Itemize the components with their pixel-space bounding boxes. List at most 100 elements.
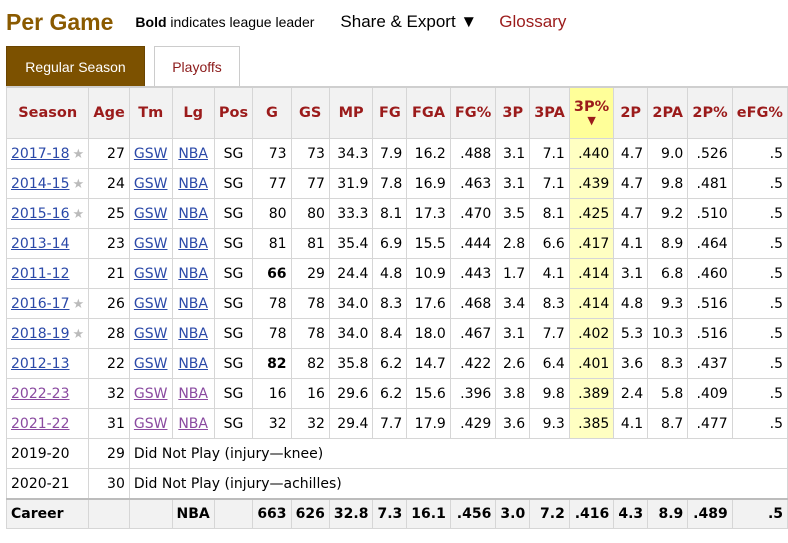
legend-bold-word: Bold — [135, 14, 167, 30]
team-link[interactable]: GSW — [133, 385, 168, 402]
dnp-note: Did Not Play (injury—knee) — [128, 438, 788, 469]
per-game-table-container: Season Age Tm Lg Pos G GS MP FG FGA FG% 3P 3PA 3P% ▼ 2P… — [6, 86, 788, 529]
season-link[interactable]: 2012-13 — [11, 355, 70, 372]
glossary-link[interactable]: Glossary — [499, 12, 567, 31]
league-link[interactable]: NBA — [178, 415, 208, 432]
league-link[interactable]: NBA — [178, 295, 208, 312]
col-header-fga[interactable]: FGA — [406, 86, 451, 139]
col-header-label: MP — [338, 105, 364, 121]
season-link[interactable]: 2011-12 — [11, 265, 70, 282]
fg-pct-cell: .467 — [449, 318, 497, 349]
col-header-g[interactable]: G — [252, 86, 292, 139]
season-link[interactable]: 2013-14 — [11, 235, 70, 252]
col-header-label: Lg — [183, 105, 203, 121]
team-link[interactable]: GSW — [133, 415, 168, 432]
3pa-cell: 7.1 — [529, 168, 570, 199]
position-cell: SG — [213, 288, 254, 319]
col-header-age[interactable]: Age — [88, 86, 130, 139]
3pa-cell: 7.7 — [529, 318, 570, 349]
team-link[interactable]: GSW — [133, 175, 168, 192]
col-header-2pa[interactable]: 2PA — [647, 86, 689, 139]
career-fg-cell: 7.3 — [372, 498, 408, 529]
col-header-gs[interactable]: GS — [290, 86, 330, 139]
col-header-3pa[interactable]: 3PA — [529, 86, 570, 139]
games-cell: 78 — [252, 318, 292, 349]
allstar-star-icon: ★ — [72, 296, 85, 312]
team-link[interactable]: GSW — [133, 355, 168, 372]
season-link[interactable]: 2021-22 — [11, 415, 70, 432]
age-cell: 30 — [88, 468, 130, 500]
col-header-2p-pct[interactable]: 2P% — [687, 86, 733, 139]
team-cell: GSW — [128, 288, 173, 319]
minutes-cell: 35.8 — [328, 348, 374, 379]
fg-pct-cell: .488 — [449, 138, 497, 169]
col-header-fg[interactable]: FG — [372, 86, 408, 139]
tab-playoffs[interactable]: Playoffs — [154, 46, 240, 87]
fga-cell: 16.2 — [406, 138, 451, 169]
table-row: 2017-18 ★ 27 GSW NBA SG 73 73 34.3 7.9 16.2.488 3.1… — [6, 138, 788, 169]
2p-pct-cell: .516 — [687, 318, 733, 349]
team-link[interactable]: GSW — [133, 265, 168, 282]
position-cell: SG — [213, 168, 254, 199]
col-header-label: 3PA — [534, 105, 565, 121]
col-header-3p[interactable]: 3P — [495, 86, 531, 139]
col-header-fg-pct[interactable]: FG% — [449, 86, 497, 139]
position-cell: SG — [213, 138, 254, 169]
table-row: 2013-14 23 GSW NBA SG 81 81 35.4 6.9 15.5.444 2.8 6… — [6, 228, 788, 259]
share-export-menu[interactable]: Share & Export ▼ — [340, 12, 478, 31]
season-link[interactable]: 2014-15 — [11, 175, 70, 192]
season-cell: 2011-12 — [6, 258, 90, 289]
career-3p-cell: 3.0 — [495, 498, 531, 529]
league-link[interactable]: NBA — [178, 325, 208, 342]
season-link[interactable]: 2022-23 — [11, 385, 70, 402]
minutes-cell: 29.4 — [328, 408, 374, 439]
2pa-cell: 9.8 — [647, 168, 689, 199]
league-link[interactable]: NBA — [178, 385, 208, 402]
league-cell: NBA — [171, 378, 215, 409]
season-cell: 2019-20 — [6, 438, 90, 469]
career-row: Career NBA 663 626 32.8 7.3 16.1.456 3.0 7.2.416… — [6, 498, 788, 529]
col-header-3p-pct[interactable]: 3P% ▼ — [568, 86, 615, 139]
league-link[interactable]: NBA — [178, 175, 208, 192]
col-header-label: Tm — [138, 105, 164, 121]
season-cell: 2012-13 — [6, 348, 90, 379]
col-header-season[interactable]: Season — [6, 86, 90, 139]
col-header-pos[interactable]: Pos — [213, 86, 254, 139]
team-link[interactable]: GSW — [133, 295, 168, 312]
col-header-label: 2PA — [652, 105, 684, 121]
league-cell: NBA — [171, 408, 215, 439]
league-link[interactable]: NBA — [178, 355, 208, 372]
season-cell: 2016-17 ★ — [6, 288, 90, 319]
league-cell: NBA — [171, 288, 215, 319]
col-header-efg-pct[interactable]: eFG% — [731, 86, 788, 139]
col-header-lg[interactable]: Lg — [171, 86, 215, 139]
team-link[interactable]: GSW — [133, 145, 168, 162]
allstar-star-icon: ★ — [72, 176, 85, 192]
league-cell: NBA — [171, 138, 215, 169]
fga-cell: 10.9 — [406, 258, 451, 289]
3p-pct-cell: .440 — [568, 138, 615, 169]
team-cell: GSW — [128, 408, 173, 439]
age-cell: 25 — [88, 198, 130, 229]
3p-cell: 3.6 — [495, 408, 531, 439]
league-link[interactable]: NBA — [178, 265, 208, 282]
team-link[interactable]: GSW — [133, 325, 168, 342]
col-header-2p[interactable]: 2P — [613, 86, 649, 139]
dnp-note: Did Not Play (injury—achilles) — [128, 468, 788, 500]
league-link[interactable]: NBA — [178, 205, 208, 222]
league-link[interactable]: NBA — [178, 145, 208, 162]
team-link[interactable]: GSW — [133, 235, 168, 252]
season-link[interactable]: 2015-16 — [11, 205, 70, 222]
season-link[interactable]: 2016-17 — [11, 295, 70, 312]
fg-cell: 4.8 — [372, 258, 408, 289]
col-header-tm[interactable]: Tm — [128, 86, 173, 139]
tab-regular-season[interactable]: Regular Season — [6, 46, 145, 87]
age-cell: 22 — [88, 348, 130, 379]
team-link[interactable]: GSW — [133, 205, 168, 222]
2p-cell: 2.4 — [613, 378, 649, 409]
league-link[interactable]: NBA — [178, 235, 208, 252]
season-link[interactable]: 2018-19 — [11, 325, 70, 342]
season-link[interactable]: 2017-18 — [11, 145, 70, 162]
efg-pct-cell: .5 — [731, 198, 788, 229]
col-header-mp[interactable]: MP — [328, 86, 374, 139]
